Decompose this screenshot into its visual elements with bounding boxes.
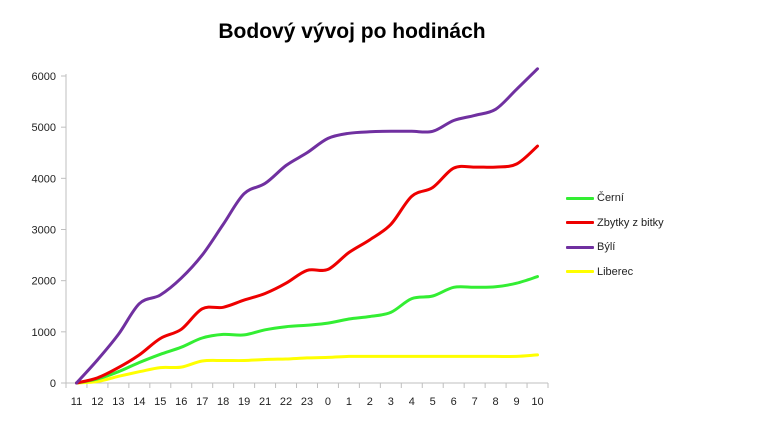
x-tick-label: 3 [388, 396, 394, 408]
x-tick-label: 22 [280, 396, 292, 408]
x-tick-label: 9 [514, 396, 520, 408]
legend-item-cerni: Černí [566, 186, 664, 211]
series-line-byli [75, 67, 539, 385]
y-tick-label: 6000 [32, 71, 56, 83]
x-tick-label: 12 [91, 396, 103, 408]
chart-legend: Černí Zbytky z bitky Býlí Liberec [566, 186, 664, 284]
legend-swatch-cerni [566, 196, 594, 200]
series-line-zbytky-z-bitky [75, 144, 539, 385]
y-tick-label: 4000 [32, 173, 56, 185]
series-line-liberec [75, 353, 539, 385]
x-tick-label: 0 [325, 396, 331, 408]
x-tick-label: 6 [451, 396, 457, 408]
legend-item-byli: Býlí [566, 235, 664, 260]
x-tick-label: 7 [472, 396, 478, 408]
x-tick-label: 15 [154, 396, 166, 408]
legend-swatch-zbytky-z-bitky [566, 221, 594, 225]
legend-swatch-byli [566, 245, 594, 249]
x-tick-label: 10 [531, 396, 543, 408]
legend-item-zbytky-z-bitky: Zbytky z bitky [566, 211, 664, 236]
y-tick-label: 0 [50, 378, 56, 390]
x-tick-label: 14 [133, 396, 145, 408]
x-tick-label: 18 [217, 396, 229, 408]
y-tick-label: 5000 [32, 122, 56, 134]
chart-title: Bodový vývoj po hodinách [218, 20, 486, 43]
x-tick-label: 16 [175, 396, 187, 408]
x-tick-label: 21 [259, 396, 271, 408]
x-tick-label: 11 [71, 396, 82, 408]
x-tick-label: 17 [196, 396, 208, 408]
y-tick-label: 2000 [32, 276, 56, 288]
series-line-cerni [75, 275, 539, 385]
legend-label-zbytky-z-bitky: Zbytky z bitky [597, 216, 664, 229]
y-tick-label: 3000 [32, 225, 56, 237]
x-tick-label: 8 [493, 396, 499, 408]
x-tick-label: 5 [430, 396, 436, 408]
legend-item-liberec: Liberec [566, 260, 664, 285]
x-tick-label: 2 [367, 396, 373, 408]
x-tick-label: 4 [409, 396, 415, 408]
legend-label-liberec: Liberec [597, 265, 634, 278]
legend-swatch-liberec [566, 270, 594, 274]
x-tick-label: 13 [112, 396, 124, 408]
legend-label-cerni: Černí [597, 192, 624, 205]
legend-label-byli: Býlí [597, 241, 616, 254]
x-tick-label: 19 [238, 396, 250, 408]
x-tick-label: 1 [346, 396, 352, 408]
x-tick-label: 23 [301, 396, 313, 408]
y-tick-label: 1000 [32, 327, 56, 339]
